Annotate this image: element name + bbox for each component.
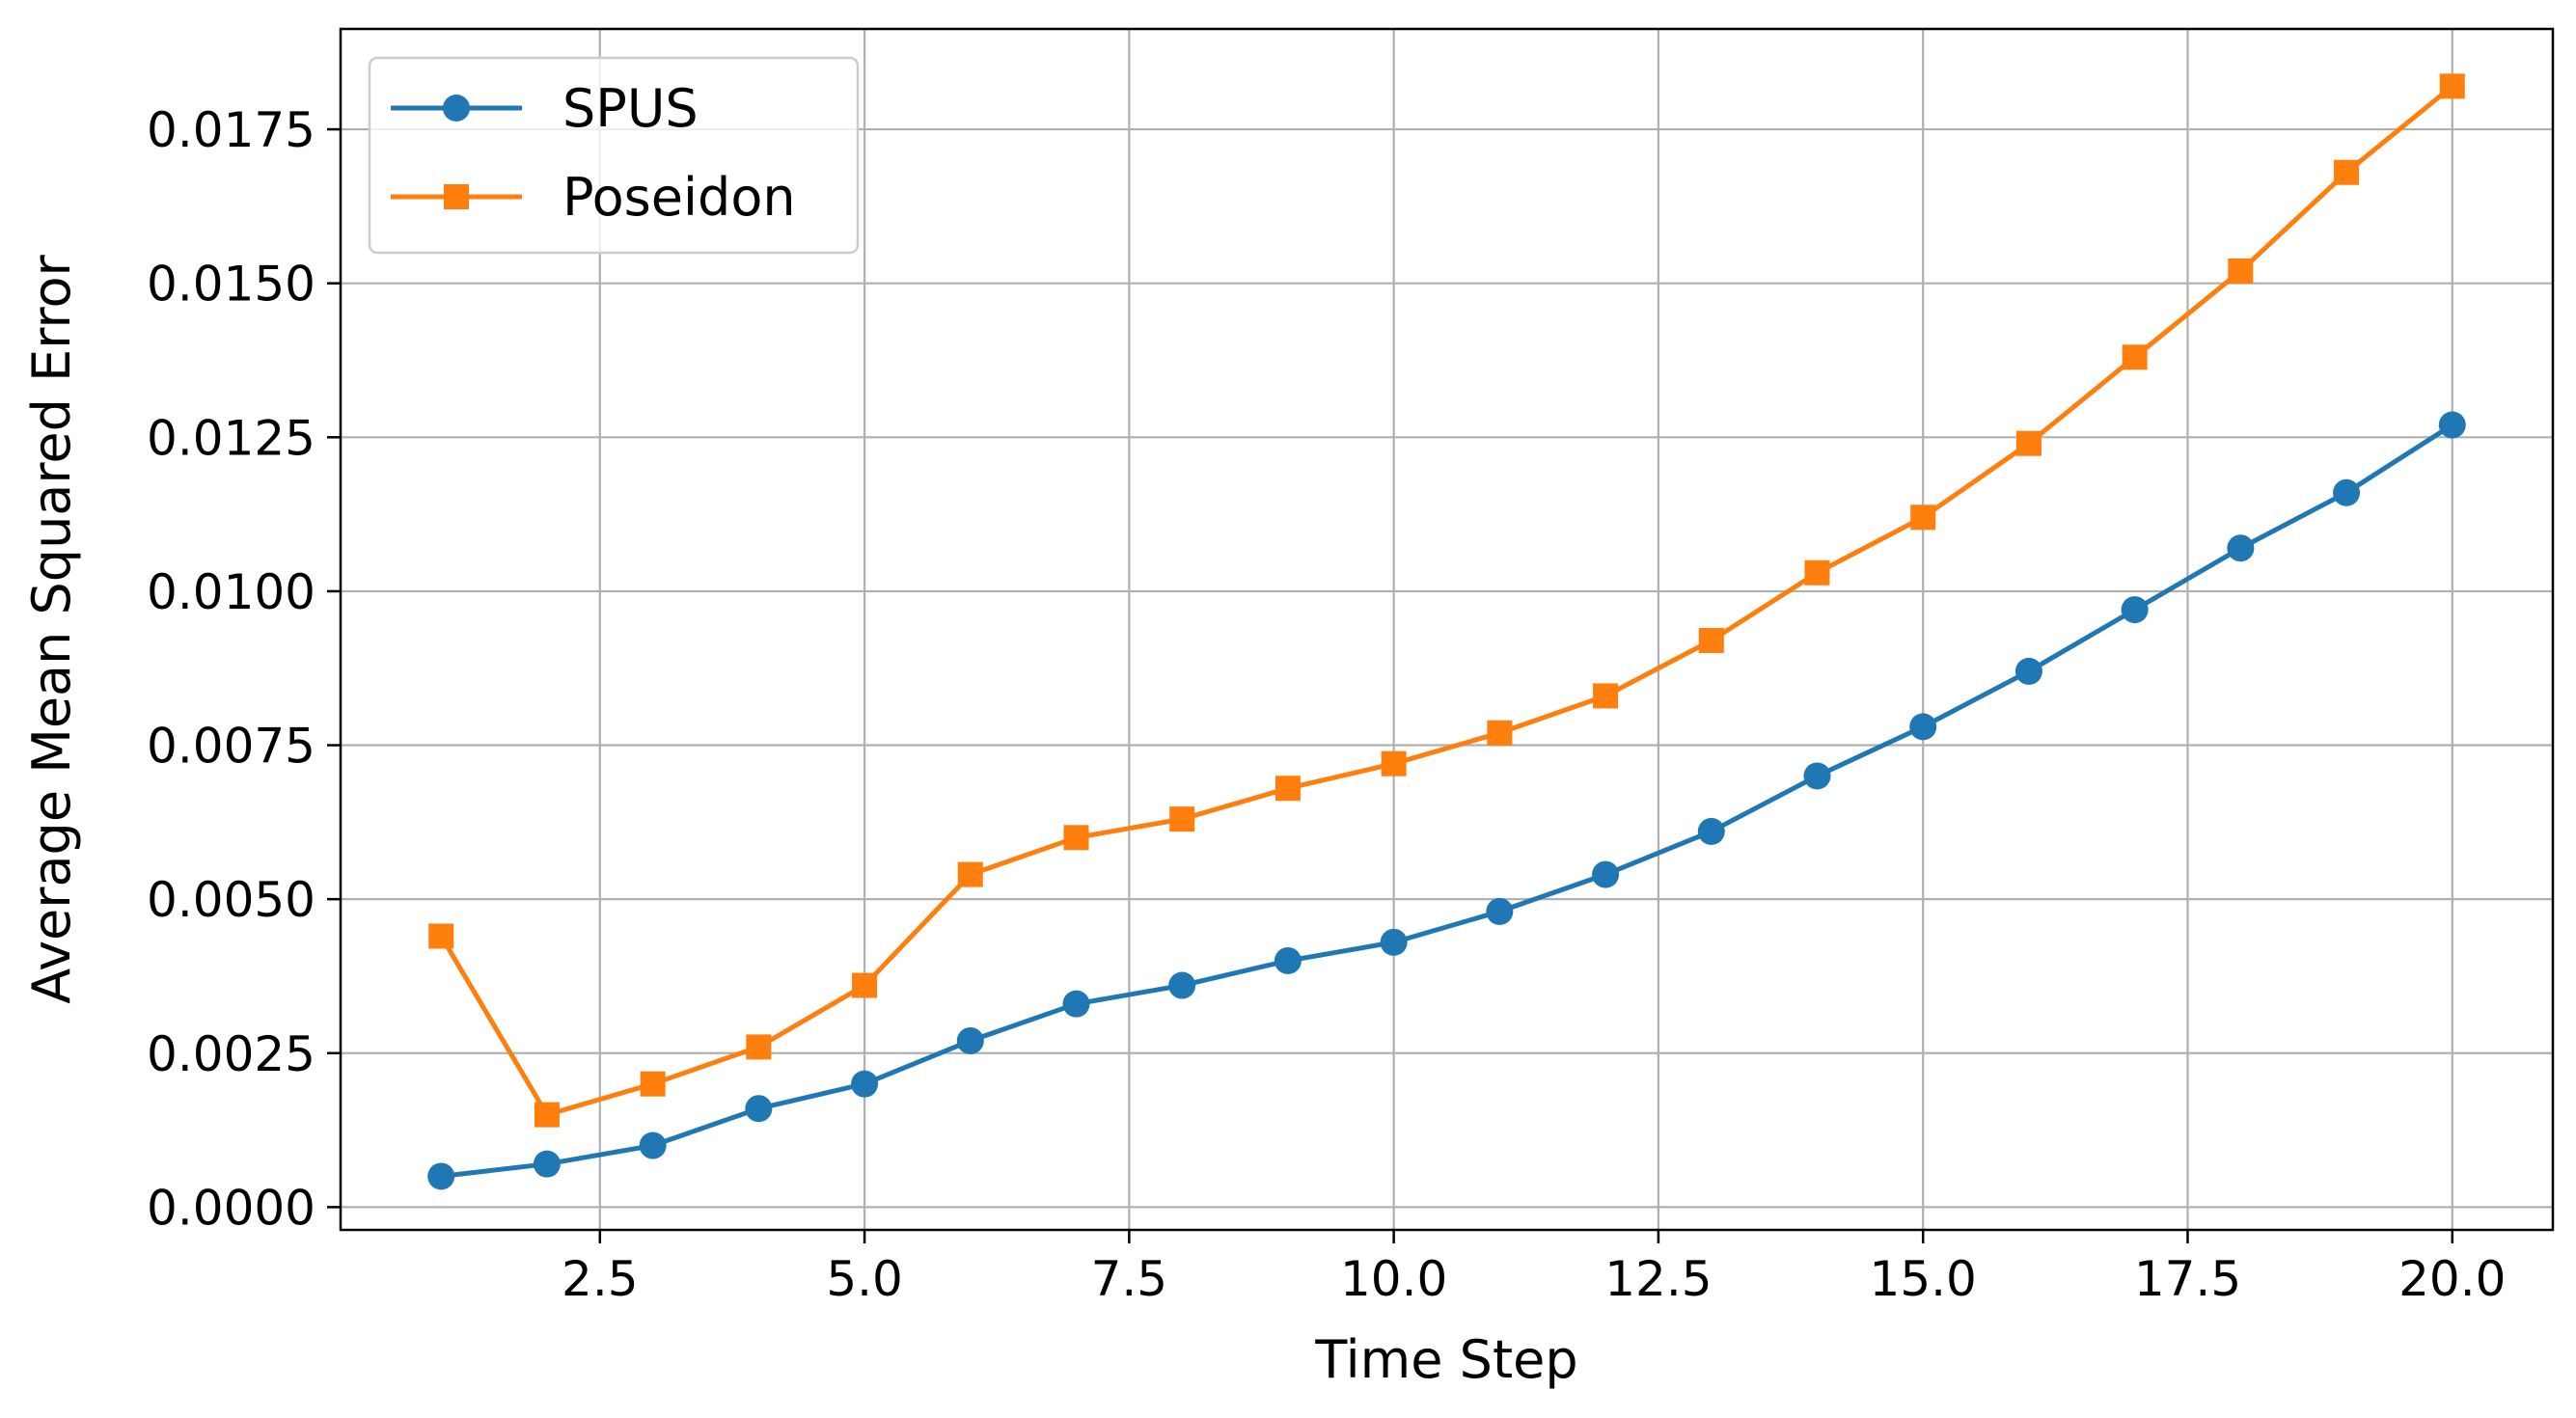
data-point [1697,817,1725,845]
series-poseidon [428,73,2465,1128]
data-point [2438,411,2466,439]
data-point [1592,860,1620,888]
data-point [1274,776,1301,802]
x-tick-label: 2.5 [562,1251,639,1307]
x-tick-label: 12.5 [1604,1251,1712,1307]
data-point [2014,657,2042,685]
data-point [956,1026,984,1054]
data-point [2334,159,2360,185]
y-tick-label: 0.0000 [147,1180,315,1236]
data-point [2333,478,2361,506]
data-point [2121,596,2149,624]
data-point [1274,946,1302,974]
data-point [1803,762,1831,790]
data-point [746,1034,772,1060]
x-tick-label: 5.0 [826,1251,903,1307]
y-tick-label: 0.0175 [147,102,315,158]
grid [341,29,2553,1230]
data-point [1169,806,1195,832]
data-point [2227,534,2255,562]
plot-frame [339,27,2555,1232]
legend: SPUS Poseidon [368,56,860,255]
data-point [852,972,878,998]
data-point [640,1071,666,1097]
x-tick-label: 7.5 [1091,1251,1168,1307]
data-point [1486,897,1514,925]
data-point [533,1150,561,1178]
data-point [1062,990,1090,1018]
series-line [439,84,2454,1118]
data-point [1910,504,1936,531]
data-point [639,1132,667,1159]
y-tick-label: 0.0025 [147,1026,315,1082]
data-point [851,1070,879,1098]
data-point [1593,683,1619,709]
data-point [1487,720,1513,746]
data-point [745,1095,773,1123]
legend-label: Poseidon [562,167,796,228]
data-point [1909,713,1937,741]
series-line [440,423,2454,1179]
x-tick-label: 20.0 [2398,1251,2506,1307]
legend-marker [443,95,470,122]
legend-marker [444,184,469,209]
data-point [2122,344,2148,370]
y-tick-label: 0.0075 [147,719,315,775]
x-tick-label: 10.0 [1340,1251,1447,1307]
data-point [428,923,454,949]
data-point [1381,750,1407,777]
series-group [427,73,2466,1190]
y-axis: 0.0000 0.0025 0.0050 0.0075 0.0100 0.0125 0.01… [147,102,341,1236]
data-point [2439,73,2465,99]
data-point [427,1162,455,1190]
y-tick-label: 0.0125 [147,410,315,466]
data-point [957,861,983,887]
data-point [1380,928,1408,956]
y-axis-label: Average Mean Squared Error [21,255,82,1004]
data-point [534,1102,560,1128]
series-spus [427,411,2466,1190]
data-point [1698,627,1724,653]
y-tick-label: 0.0100 [147,564,315,620]
data-point [2015,430,2042,456]
data-point [1063,825,1089,851]
y-tick-label: 0.0050 [147,872,315,928]
data-point [1804,559,1830,586]
x-tick-label: 15.0 [1870,1251,1977,1307]
x-tick-label: 17.5 [2134,1251,2241,1307]
legend-item-poseidon: Poseidon [391,167,796,228]
legend-item-spus: SPUS [391,78,699,139]
legend-label: SPUS [562,78,699,139]
data-point [2228,258,2254,284]
data-point [1168,971,1196,999]
y-tick-label: 0.0150 [147,257,315,313]
x-axis: 2.5 5.0 7.5 10.0 12.5 15.0 17.5 20.0 [562,1230,2506,1307]
x-axis-label: Time Step [1314,1329,1577,1390]
